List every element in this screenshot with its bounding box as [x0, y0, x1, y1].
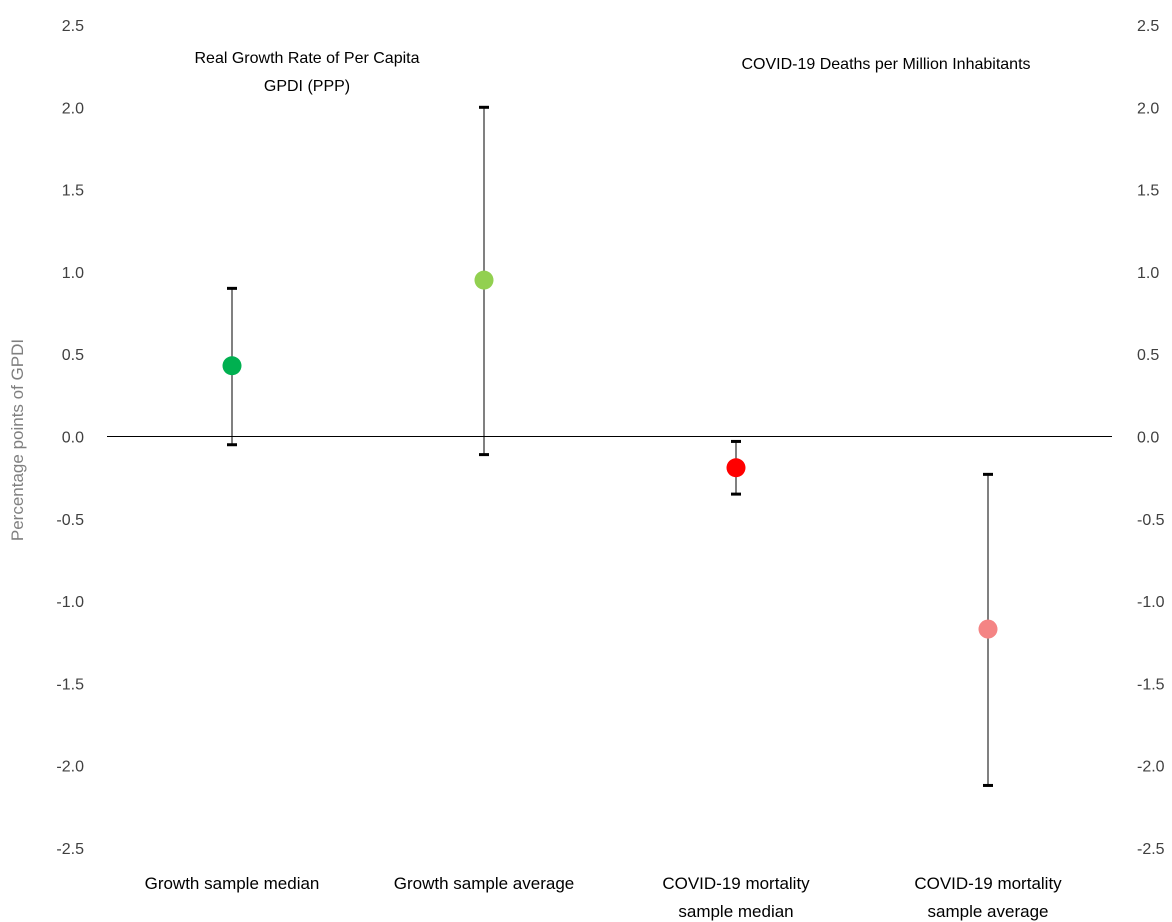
data-point — [474, 270, 494, 290]
y-tick-label-left: -2.0 — [56, 759, 84, 776]
y-tick-label-left: -0.5 — [56, 512, 84, 529]
y-tick-label-right: -1.5 — [1137, 676, 1165, 693]
y-tick-label-left: 1.5 — [62, 183, 84, 200]
category-labels: Growth sample median Growth sample averag… — [145, 874, 1063, 921]
category-label: sample average — [928, 902, 1049, 921]
data-point — [726, 458, 746, 478]
y-tick-label-right: 0.0 — [1137, 430, 1159, 447]
data-point-group — [474, 105, 494, 457]
y-tick-label-right: -2.0 — [1137, 759, 1165, 776]
category-label: Growth sample median — [145, 874, 320, 893]
y-axis-left: 2.5 2.0 1.5 1.0 0.5 0.0 -0.5 -1.0 -1.5 -2.0 -2.5 — [56, 18, 84, 858]
y-tick-label-right: -0.5 — [1137, 512, 1165, 529]
data-point-group — [978, 472, 998, 787]
y-tick-label-right: 1.0 — [1137, 265, 1159, 282]
y-axis-right: 2.5 2.0 1.5 1.0 0.5 0.0 -0.5 -1.0 -1.5 -2.0 -2.5 — [1137, 18, 1165, 858]
y-tick-label-right: 0.5 — [1137, 347, 1159, 364]
annotations: Real Growth Rate of Per Capita GPDI (PPP)… — [195, 50, 1031, 95]
y-tick-label-right: 2.0 — [1137, 100, 1159, 117]
y-tick-label-left: 1.0 — [62, 265, 84, 282]
y-tick-label-left: 2.0 — [62, 100, 84, 117]
y-tick-label-right: -2.5 — [1137, 841, 1165, 858]
annotation-left-line: Real Growth Rate of Per Capita — [195, 50, 420, 67]
y-tick-label-right: 1.5 — [1137, 183, 1159, 200]
annotation-left-line: GPDI (PPP) — [264, 78, 350, 95]
y-tick-label-left: -2.5 — [56, 841, 84, 858]
y-tick-label-left: -1.0 — [56, 594, 84, 611]
category-label: COVID-19 mortality — [662, 874, 810, 893]
y-tick-label-left: 0.0 — [62, 430, 84, 447]
y-tick-label-left: 2.5 — [62, 18, 84, 35]
y-tick-label-right: 2.5 — [1137, 18, 1159, 35]
annotation-right-line: COVID-19 Deaths per Million Inhabitants — [741, 56, 1030, 73]
category-label: COVID-19 mortality — [914, 874, 1062, 893]
data-point — [222, 356, 242, 376]
category-label: sample median — [678, 902, 793, 921]
data-point-group — [222, 286, 242, 447]
category-label: Growth sample average — [394, 874, 574, 893]
marks — [222, 105, 998, 787]
data-point-group — [726, 439, 746, 496]
y-tick-label-right: -1.0 — [1137, 594, 1165, 611]
data-point — [978, 619, 998, 639]
y-axis-label: Percentage points of GPDI — [8, 339, 27, 541]
y-tick-label-left: -1.5 — [56, 676, 84, 693]
y-tick-label-left: 0.5 — [62, 347, 84, 364]
